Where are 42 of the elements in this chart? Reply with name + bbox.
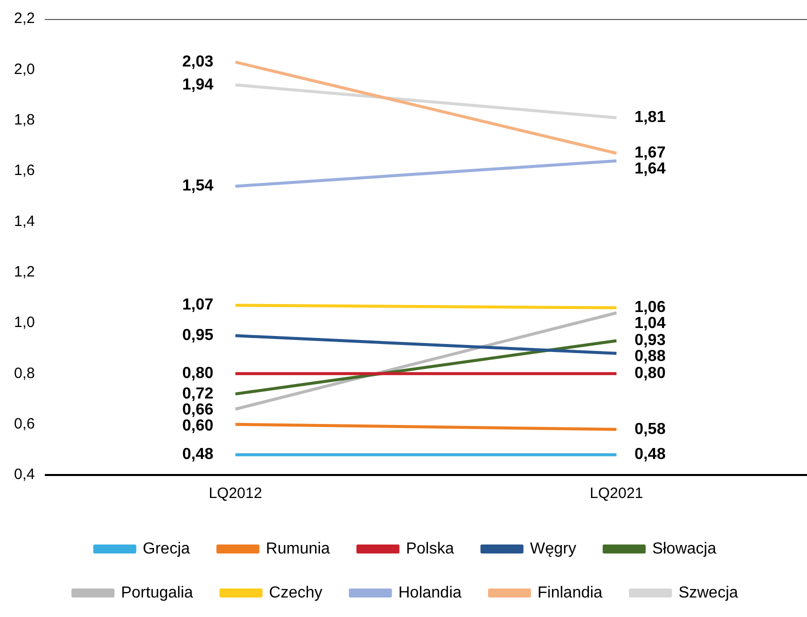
data-label: 1,94 xyxy=(182,76,214,94)
data-label: 0,58 xyxy=(634,420,666,438)
y-tick-label: 2,2 xyxy=(14,10,35,28)
data-label: 0,93 xyxy=(634,332,666,350)
data-label: 0,88 xyxy=(634,348,666,366)
legend-label: Polska xyxy=(406,540,454,558)
y-tick-label: 0,4 xyxy=(14,466,35,484)
y-tick-label: 1,2 xyxy=(14,263,35,280)
y-tick-label: 0,8 xyxy=(14,364,35,382)
data-label: 1,64 xyxy=(634,160,666,178)
data-label: 0,66 xyxy=(182,401,214,418)
legend-label: Węgry xyxy=(530,540,576,558)
x-tick-label: LQ2021 xyxy=(590,485,644,502)
legend-label: Rumunia xyxy=(266,540,330,558)
legend-label: Holandia xyxy=(398,584,462,602)
legend-label: Finlandia xyxy=(538,584,603,602)
legend-label: Czechy xyxy=(269,584,322,602)
data-label: 1,04 xyxy=(634,315,666,332)
x-tick-label: LQ2012 xyxy=(208,485,262,502)
data-label: 0,80 xyxy=(182,365,214,382)
data-label: 1,81 xyxy=(634,109,666,126)
data-label: 2,03 xyxy=(182,53,214,70)
data-label: 0,48 xyxy=(634,446,666,464)
data-label: 0,80 xyxy=(634,365,666,382)
data-label: 0,95 xyxy=(182,327,214,344)
data-label: 1,07 xyxy=(182,296,214,314)
data-label: 0,72 xyxy=(182,385,214,402)
legend-label: Grecja xyxy=(142,540,190,558)
data-label: 1,67 xyxy=(634,144,666,162)
y-tick-label: 0,6 xyxy=(14,415,35,432)
data-label: 1,06 xyxy=(634,299,666,316)
legend-label: Portugalia xyxy=(120,584,194,602)
data-label: 0,60 xyxy=(182,417,214,434)
y-tick-label: 2,0 xyxy=(14,60,35,78)
data-label: 0,48 xyxy=(182,446,214,464)
y-tick-label: 1,4 xyxy=(14,212,35,230)
y-tick-label: 1,0 xyxy=(14,314,35,332)
legend-label: Szwecja xyxy=(678,584,738,602)
y-tick-label: 1,8 xyxy=(14,111,35,128)
y-tick-label: 1,6 xyxy=(14,162,35,180)
data-label: 1,54 xyxy=(182,178,214,195)
legend-label: Słowacja xyxy=(652,540,716,558)
